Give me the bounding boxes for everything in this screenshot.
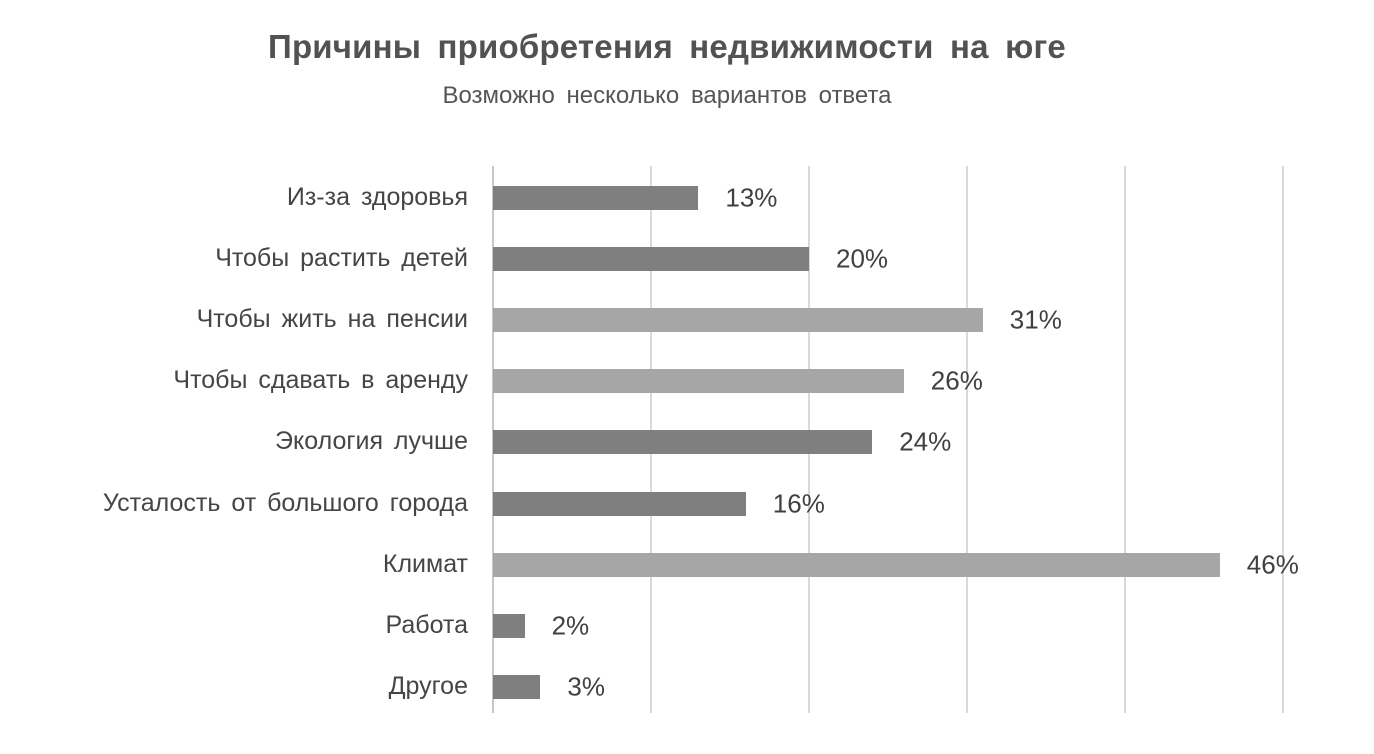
bar-5: [493, 491, 746, 516]
category-label-8: Другое: [388, 672, 468, 701]
value-label-6: 46%: [1246, 549, 1299, 580]
bar-1: [493, 246, 809, 271]
category-label-6: Климат: [382, 549, 468, 578]
category-label-3: Чтобы сдавать в аренду: [173, 366, 468, 395]
category-label-2: Чтобы жить на пенсии: [196, 305, 468, 333]
value-label-2: 31%: [1009, 304, 1062, 335]
value-label-0: 13%: [725, 182, 778, 213]
bar-3: [493, 369, 904, 394]
bar-8: [493, 675, 541, 700]
value-label-7: 2%: [551, 610, 590, 641]
category-label-7: Работа: [385, 611, 469, 639]
chart-subtitle: Возможно несколько вариантов ответа: [442, 82, 892, 109]
category-label-0: Из-за здоровья: [286, 182, 468, 211]
gridline-30pct: [966, 166, 968, 713]
bar-0: [493, 185, 699, 210]
gridline-50pct: [1282, 166, 1284, 713]
chart-title: Причины приобретения недвижимости на юге: [268, 28, 1066, 65]
value-label-4: 24%: [899, 426, 952, 457]
bar-6: [493, 552, 1220, 577]
gridline-40pct: [1124, 166, 1126, 713]
value-label-8: 3%: [567, 671, 605, 702]
bar-7: [493, 614, 525, 638]
value-label-5: 16%: [772, 488, 825, 519]
category-label-1: Чтобы растить детей: [215, 243, 468, 272]
category-label-4: Экология лучше: [275, 427, 468, 456]
bar-4: [493, 430, 873, 455]
value-label-1: 20%: [836, 243, 889, 274]
bar-2: [493, 308, 983, 332]
value-label-3: 26%: [930, 365, 983, 396]
category-label-5: Усталость от большого города: [102, 488, 468, 517]
